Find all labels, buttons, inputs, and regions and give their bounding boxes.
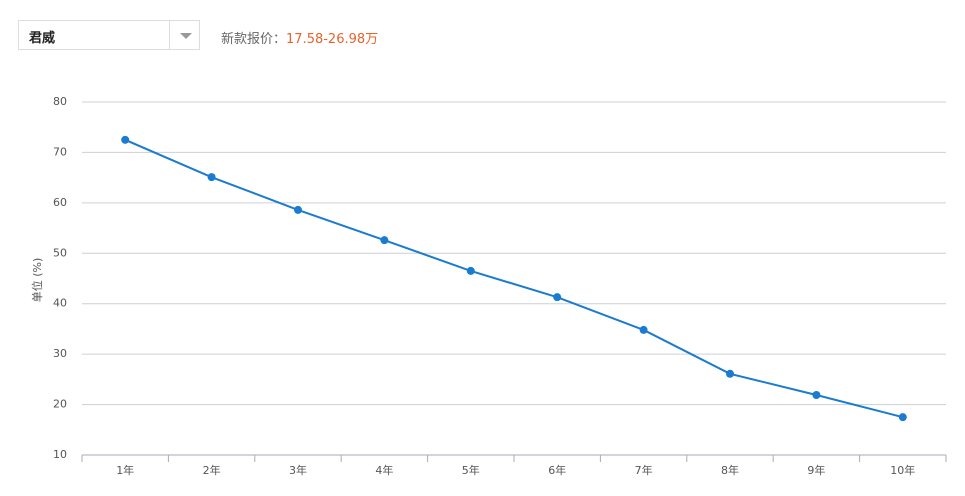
x-tick-label: 6年 [548, 463, 566, 477]
x-tick-label: 10年 [890, 463, 915, 477]
y-tick-label: 70 [53, 145, 67, 158]
x-tick-label: 1年 [116, 463, 134, 477]
point [898, 413, 907, 422]
point [207, 173, 216, 182]
y-tick-label: 80 [53, 95, 67, 108]
point [639, 325, 648, 334]
point [466, 266, 475, 275]
y-tick-label: 60 [53, 196, 67, 209]
x-tick-label: 8年 [721, 463, 739, 477]
line [124, 138, 904, 419]
point [294, 205, 302, 214]
y-tick-label: 50 [53, 246, 67, 259]
point [553, 293, 562, 302]
point [380, 236, 389, 245]
dropdown-arrow[interactable] [180, 33, 192, 39]
model-name: 君威 [29, 31, 56, 46]
point [121, 135, 130, 144]
x-tick-label: 4年 [375, 463, 393, 477]
header: 君威 新款报价：17.58-26.98万 [0, 0, 965, 70]
y-tick-label: 30 [53, 347, 67, 360]
model-dropdown[interactable]: 君威 [18, 20, 200, 50]
y-tick-label: 40 [53, 297, 67, 310]
price: 新款报价：17.58-26.98万 [221, 28, 378, 47]
price-value: 17.58-26.98万 [286, 32, 379, 47]
x-tick-label: 5年 [462, 463, 480, 477]
price-label: 新款报价： [221, 32, 287, 47]
x-tick-label: 9年 [807, 463, 825, 477]
x-tick-label: 7年 [635, 463, 653, 477]
point [726, 369, 734, 378]
y-tick-label: 20 [53, 398, 67, 411]
y-axis-label: 单位 (%) [30, 258, 44, 303]
x-tick-label: 3年 [289, 463, 307, 477]
dropdown-separator [169, 21, 170, 49]
y-tick-label: 10 [53, 448, 67, 461]
x-tick-label: 2年 [203, 463, 221, 477]
point [812, 390, 821, 399]
